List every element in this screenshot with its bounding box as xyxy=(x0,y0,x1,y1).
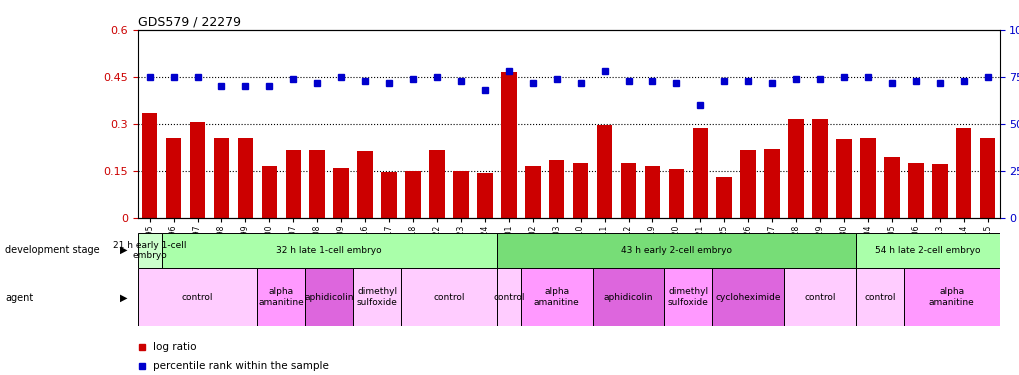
Text: control: control xyxy=(804,292,835,302)
Text: aphidicolin: aphidicolin xyxy=(305,292,354,302)
Text: alpha
amanitine: alpha amanitine xyxy=(258,288,304,307)
Bar xyxy=(452,171,469,217)
Text: aphidicolin: aphidicolin xyxy=(603,292,652,302)
Text: 32 h late 1-cell embryo: 32 h late 1-cell embryo xyxy=(276,246,382,255)
Bar xyxy=(883,157,899,218)
Text: alpha
amanitine: alpha amanitine xyxy=(533,288,579,307)
Bar xyxy=(784,268,855,326)
Bar xyxy=(214,138,229,218)
Bar xyxy=(855,232,999,268)
Bar xyxy=(811,119,827,218)
Text: percentile rank within the sample: percentile rank within the sample xyxy=(153,361,329,370)
Bar xyxy=(836,140,851,218)
Bar xyxy=(500,72,516,217)
Bar xyxy=(190,122,205,218)
Bar xyxy=(496,232,855,268)
Bar xyxy=(333,168,348,217)
Bar xyxy=(496,268,521,326)
Bar xyxy=(357,151,373,217)
Bar xyxy=(138,232,161,268)
Text: GDS579 / 22279: GDS579 / 22279 xyxy=(138,16,240,29)
Bar xyxy=(692,128,707,217)
Bar xyxy=(429,150,444,217)
Bar xyxy=(285,150,301,217)
Text: dimethyl
sulfoxide: dimethyl sulfoxide xyxy=(667,288,708,307)
Bar xyxy=(596,125,611,218)
Text: development stage: development stage xyxy=(5,245,100,255)
Bar xyxy=(955,128,970,217)
Bar xyxy=(667,169,684,217)
Text: control: control xyxy=(492,292,524,302)
Bar xyxy=(907,163,922,218)
Bar xyxy=(257,268,305,326)
Bar xyxy=(621,163,636,218)
Bar xyxy=(931,164,947,218)
Bar xyxy=(979,138,995,218)
Text: control: control xyxy=(433,292,465,302)
Bar xyxy=(525,166,540,218)
Text: 43 h early 2-cell embryo: 43 h early 2-cell embryo xyxy=(621,246,732,255)
Bar xyxy=(855,268,903,326)
Text: alpha
amanitine: alpha amanitine xyxy=(928,288,973,307)
Bar xyxy=(663,268,711,326)
Text: agent: agent xyxy=(5,293,34,303)
Bar xyxy=(166,138,181,218)
Bar xyxy=(405,171,421,217)
Bar xyxy=(142,113,157,218)
Bar xyxy=(261,166,277,218)
Bar xyxy=(592,268,663,326)
Bar xyxy=(237,138,253,218)
Text: ▶: ▶ xyxy=(120,293,127,303)
Bar xyxy=(903,268,999,326)
Bar xyxy=(400,268,496,326)
Text: 21 h early 1-cell
embryo: 21 h early 1-cell embryo xyxy=(113,241,186,260)
Bar xyxy=(763,149,780,217)
Bar xyxy=(353,268,400,326)
Text: 54 h late 2-cell embryo: 54 h late 2-cell embryo xyxy=(874,246,979,255)
Text: ▶: ▶ xyxy=(120,245,127,255)
Bar xyxy=(477,173,492,217)
Bar xyxy=(548,160,564,218)
Bar xyxy=(573,163,588,218)
Bar xyxy=(138,268,257,326)
Text: cycloheximide: cycloheximide xyxy=(714,292,781,302)
Text: dimethyl
sulfoxide: dimethyl sulfoxide xyxy=(357,288,397,307)
Bar xyxy=(381,172,396,217)
Bar xyxy=(715,177,732,218)
Bar xyxy=(859,138,875,218)
Bar xyxy=(740,150,755,217)
Bar xyxy=(711,268,784,326)
Bar xyxy=(309,150,325,217)
Text: control: control xyxy=(181,292,213,302)
Bar xyxy=(161,232,496,268)
Bar xyxy=(305,268,353,326)
Text: control: control xyxy=(863,292,895,302)
Bar xyxy=(521,268,592,326)
Text: log ratio: log ratio xyxy=(153,342,197,352)
Bar xyxy=(788,119,803,218)
Bar xyxy=(644,166,659,218)
